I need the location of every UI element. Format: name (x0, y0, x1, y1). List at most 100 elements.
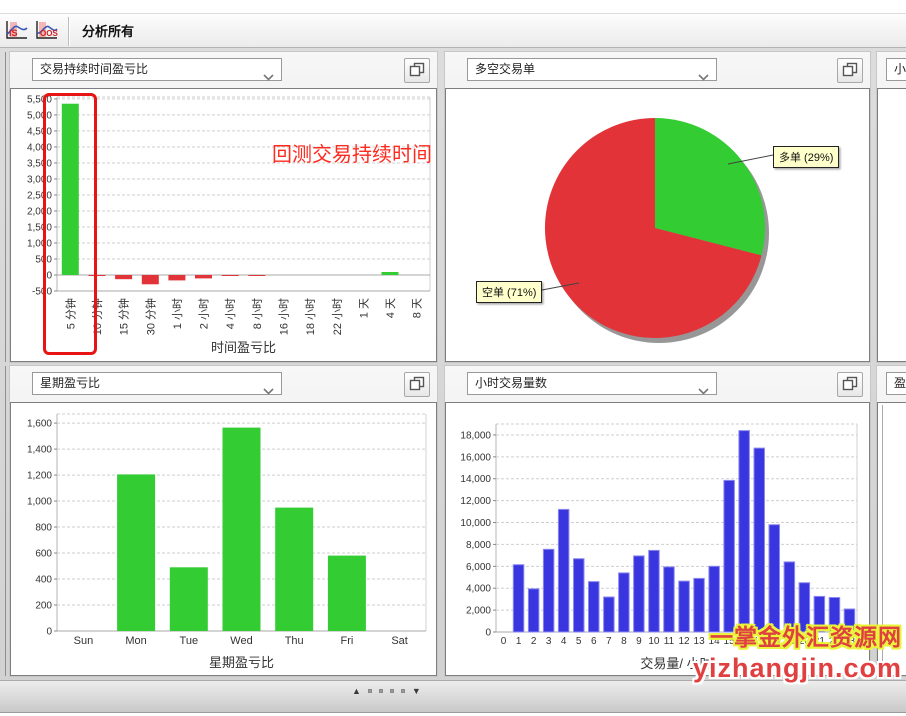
open-chart-window-button[interactable] (837, 372, 863, 397)
chart-type-dropdown[interactable]: 小 (886, 58, 906, 81)
pager-dot[interactable] (400, 689, 405, 693)
open-chart-window-button[interactable] (404, 372, 430, 397)
pager-dot[interactable] (367, 689, 372, 693)
svg-text:2: 2 (531, 636, 537, 647)
svg-text:21: 21 (814, 636, 826, 647)
open-chart-window-button[interactable] (837, 58, 863, 83)
svg-text:1,400: 1,400 (27, 445, 52, 456)
svg-text:16: 16 (739, 636, 751, 647)
svg-text:22: 22 (829, 636, 841, 647)
chart-type-dropdown[interactable]: 交易持续时间盈亏比 (32, 58, 282, 81)
svg-text:1,500: 1,500 (27, 223, 52, 234)
svg-text:0: 0 (46, 627, 52, 638)
toolbar-separator (68, 17, 69, 46)
svg-text:Thu: Thu (285, 635, 304, 647)
pager-dot[interactable] (389, 689, 394, 693)
svg-text:9: 9 (636, 636, 642, 647)
svg-text:5,000: 5,000 (27, 110, 52, 121)
window-bottom-edge (0, 712, 906, 716)
panel-weekday-pl: 星期盈亏比 0 200 400 600 800 1,000 1,200 1,400 1,600 S… (10, 366, 437, 676)
svg-text:4,500: 4,500 (27, 126, 52, 137)
panel-trade-duration: 交易持续时间盈亏比 -500 0 500 1,000 1,500 2,000 2,500 3,… (10, 52, 437, 362)
svg-text:800: 800 (35, 523, 52, 534)
svg-text:6,000: 6,000 (466, 562, 491, 573)
svg-text:7: 7 (606, 636, 612, 647)
pie-slice-label: 多单 (29%) (773, 146, 840, 168)
svg-text:星期盈亏比: 星期盈亏比 (209, 655, 274, 670)
svg-text:8,000: 8,000 (466, 540, 491, 551)
svg-text:18 小时: 18 小时 (304, 298, 317, 335)
svg-text:14,000: 14,000 (460, 474, 491, 485)
chevron-down-icon (263, 381, 274, 402)
svg-text:200: 200 (35, 601, 52, 612)
svg-text:11: 11 (664, 636, 675, 647)
weekday-pl-chart: 0 200 400 600 800 1,000 1,200 1,400 1,600 Sun Mon T… (11, 403, 436, 675)
svg-text:1,000: 1,000 (27, 497, 52, 508)
svg-text:23: 23 (844, 636, 856, 647)
dropdown-value: 小时交易量数 (475, 376, 548, 390)
chart-type-dropdown[interactable]: 多空交易单 (467, 58, 717, 81)
svg-text:2,500: 2,500 (27, 191, 52, 202)
svg-text:1 天: 1 天 (358, 298, 370, 318)
svg-text:8: 8 (621, 636, 627, 647)
svg-text:Sat: Sat (391, 635, 408, 647)
svg-text:4 天: 4 天 (385, 298, 397, 318)
svg-text:3: 3 (546, 636, 552, 647)
panel-clipped-top-right: 小 6,0005,5005,0004,5004,0003,5003,0002,5… (877, 52, 906, 362)
clipped-chart-frame (882, 405, 883, 673)
chart-body: 多单 (29%) 空单 (71%) (445, 88, 870, 362)
svg-text:12: 12 (678, 636, 690, 647)
svg-text:400: 400 (35, 575, 52, 586)
open-chart-window-button[interactable] (404, 58, 430, 83)
chart-body (877, 402, 906, 676)
pager-dot[interactable] (378, 689, 383, 693)
toolbar-title: 分析所有 (82, 24, 135, 39)
svg-text:4,000: 4,000 (466, 584, 491, 595)
svg-text:Tue: Tue (180, 635, 199, 647)
svg-text:10: 10 (648, 636, 660, 647)
long-short-pie-chart: 多单 (29%) 空单 (71%) (446, 89, 869, 361)
svg-text:15: 15 (724, 636, 736, 647)
chart-body: 0 2,000 4,000 6,000 8,000 10,000 12,000 14,000 1… (445, 402, 870, 676)
svg-text:5 分钟: 5 分钟 (63, 298, 77, 329)
copy-window-icon (842, 62, 858, 80)
chart-type-dropdown[interactable]: 星期盈亏比 (32, 372, 282, 395)
toolbar: IS OOS 分析所有 (0, 13, 906, 48)
svg-text:18: 18 (769, 636, 781, 647)
svg-text:1: 1 (516, 636, 522, 647)
svg-text:0: 0 (501, 636, 507, 647)
chart-body: -500 0 500 1,000 1,500 2,000 2,500 3,000 3,500 4,… (10, 88, 437, 362)
oos-sample-chart-icon: OOS (35, 20, 59, 45)
hourly-volume-chart: 0 2,000 4,000 6,000 8,000 10,000 12,000 14,000 1… (446, 403, 869, 675)
svg-text:Mon: Mon (125, 635, 146, 647)
clipped-left-panel-edge (5, 52, 6, 362)
chart-type-dropdown[interactable]: 盈 (886, 372, 906, 395)
svg-text:交易量/ 小时: 交易量/ 小时 (640, 656, 712, 671)
svg-text:500: 500 (35, 255, 52, 266)
is-filter-button[interactable]: IS (3, 18, 31, 45)
svg-text:OOS: OOS (40, 29, 58, 38)
oos-filter-button[interactable]: OOS (33, 18, 61, 45)
svg-text:15 分钟: 15 分钟 (117, 298, 131, 335)
copy-window-icon (409, 376, 425, 394)
panel-pager: ▲ ▼ (352, 684, 421, 698)
svg-text:13: 13 (694, 636, 706, 647)
chevron-down-icon (263, 67, 274, 88)
svg-text:19: 19 (784, 636, 796, 647)
svg-text:-500: -500 (32, 287, 52, 298)
dropdown-value: 交易持续时间盈亏比 (40, 62, 149, 76)
clipped-chart-y-axis: 6,0005,5005,0004,5004,0003,5003,0002,500… (878, 89, 906, 361)
svg-text:600: 600 (35, 549, 52, 560)
pager-up-arrow[interactable]: ▲ (352, 686, 361, 696)
svg-text:Fri: Fri (340, 635, 353, 647)
dropdown-value: 星期盈亏比 (40, 376, 101, 390)
pager-down-arrow[interactable]: ▼ (411, 686, 421, 696)
charts-area: 交易持续时间盈亏比 -500 0 500 1,000 1,500 2,000 2,500 3,… (0, 48, 906, 680)
chevron-down-icon (698, 67, 709, 88)
svg-text:8 小时: 8 小时 (251, 298, 264, 329)
svg-text:Wed: Wed (230, 635, 252, 647)
clipped-left-panel-edge (5, 366, 6, 676)
chart-type-dropdown[interactable]: 小时交易量数 (467, 372, 717, 395)
highlight-text-annotation: 回测交易持续时间 (272, 144, 432, 166)
